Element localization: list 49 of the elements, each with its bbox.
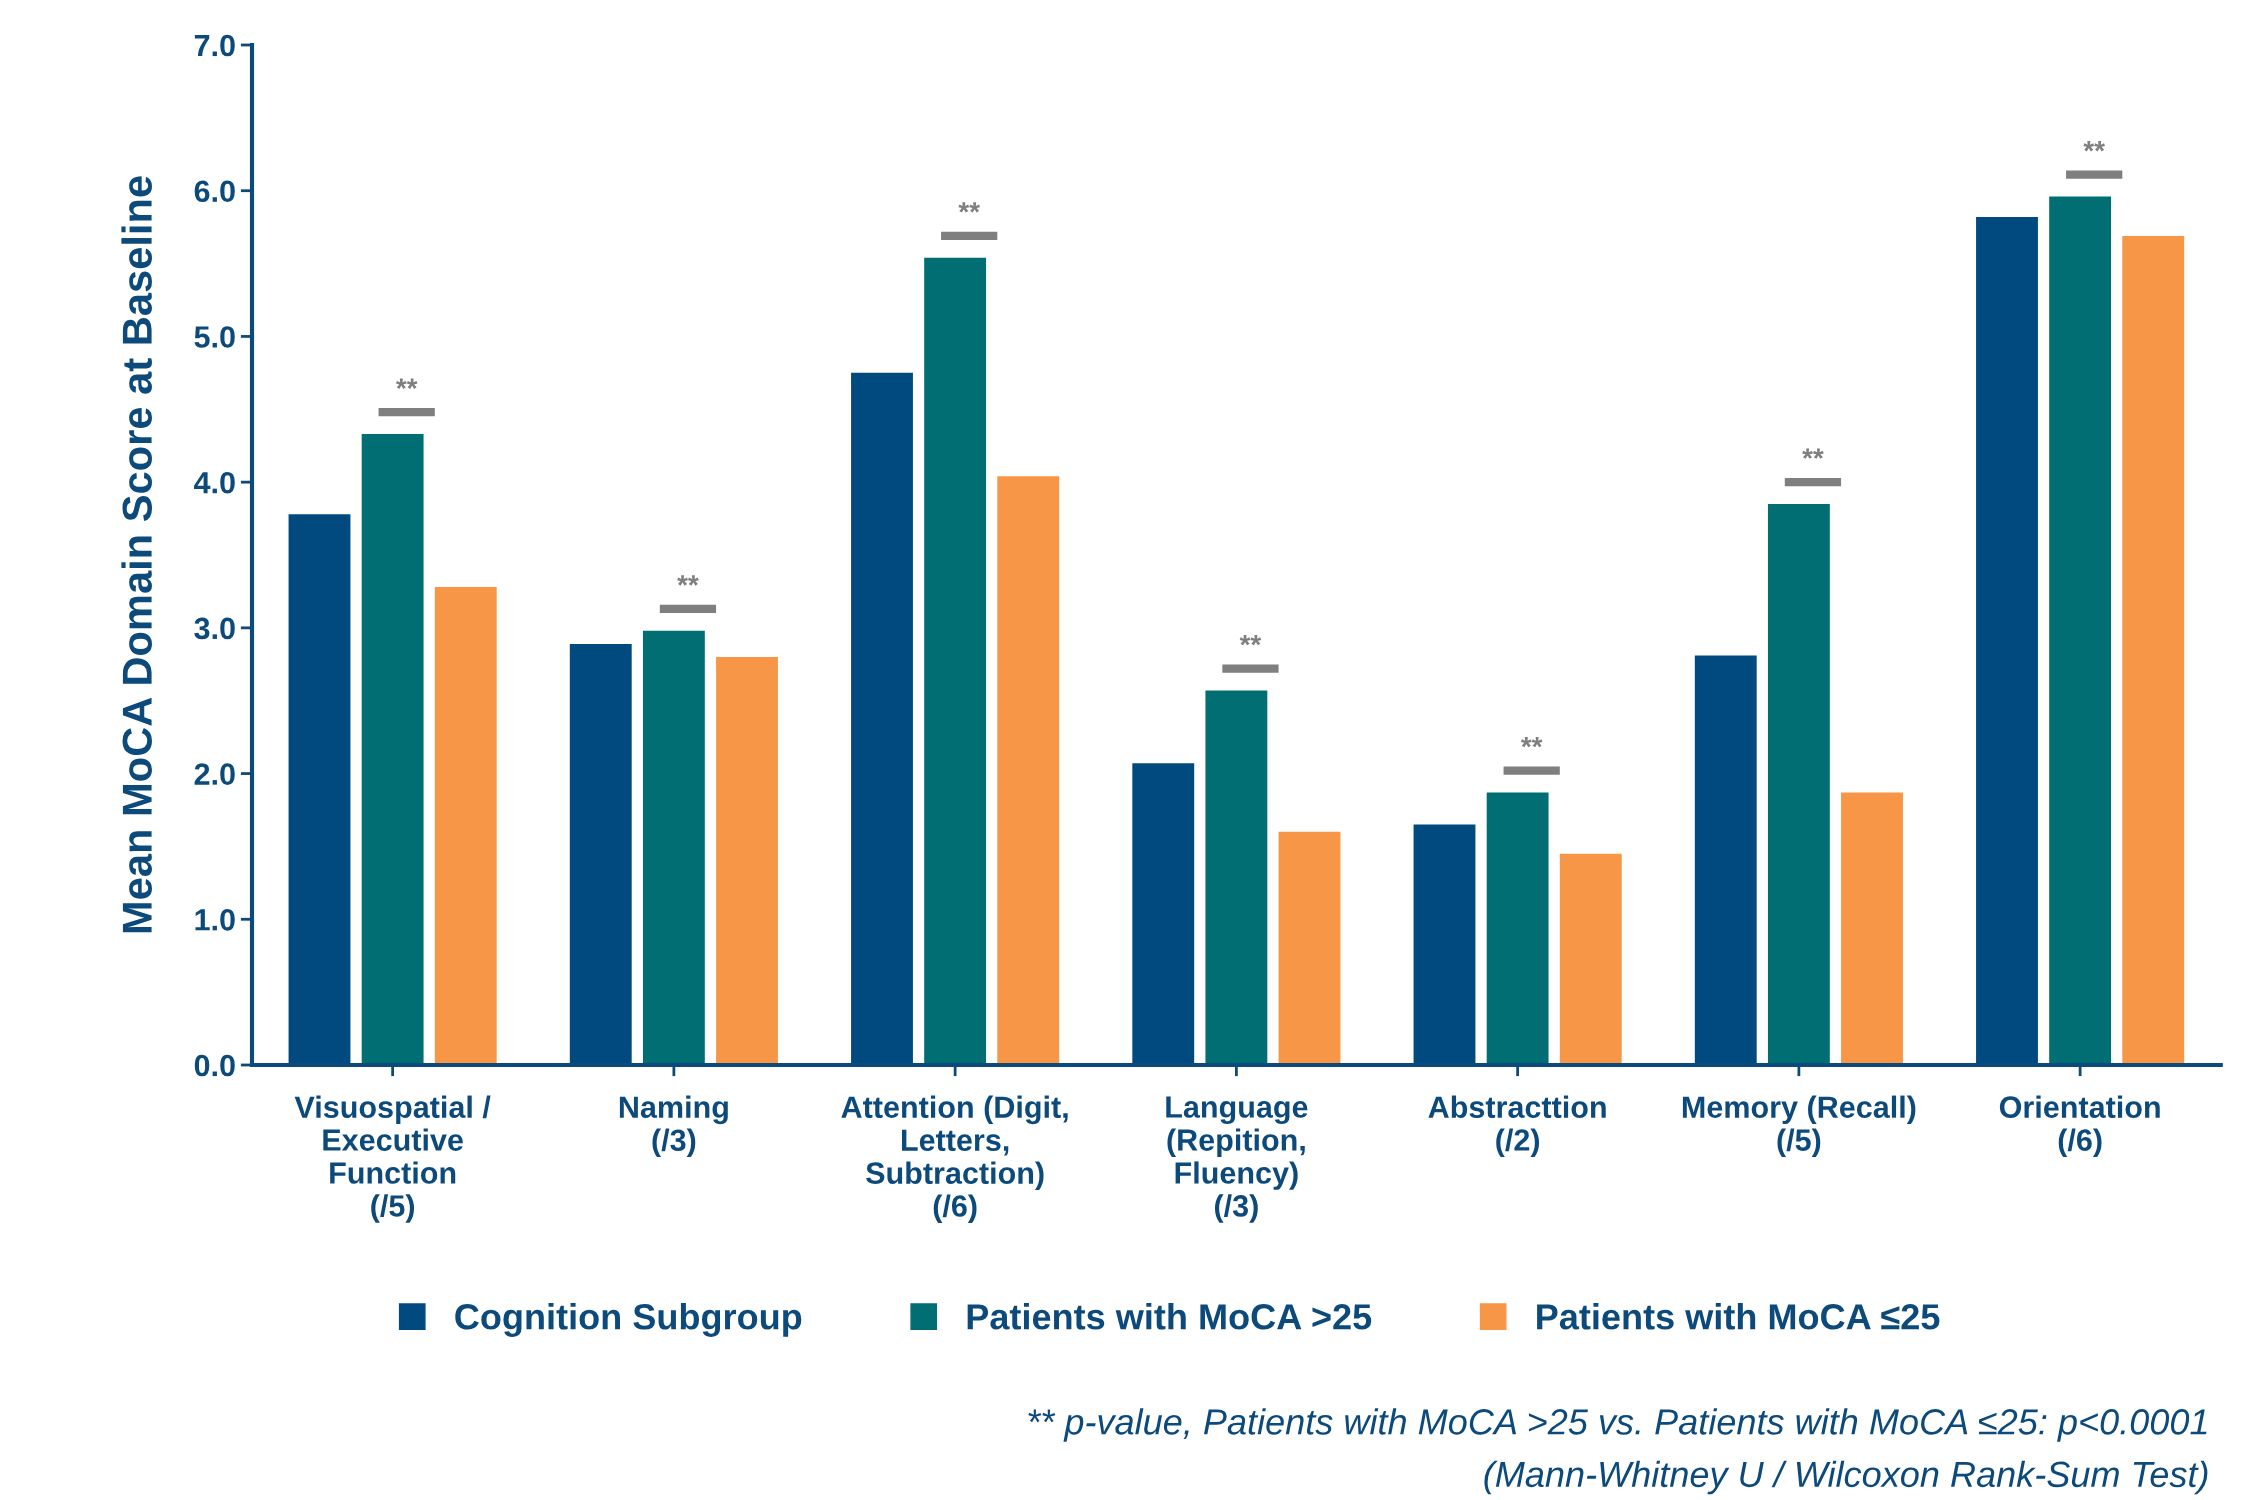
legend-label: Patients with MoCA >25 — [967, 1303, 1372, 1330]
bar — [642, 630, 705, 1065]
bar — [851, 372, 913, 1065]
bar — [924, 257, 987, 1065]
y-tick-label: 3.0 — [194, 617, 235, 640]
y-tick-label: 0.0 — [194, 1054, 235, 1077]
text: (Mann-Whitney U / Wilcoxon Rank-Sum Test) — [1484, 1460, 2208, 1495]
x-tick-label: Abstracttion (/2) — [1428, 1095, 1606, 1157]
bar — [1694, 655, 1757, 1065]
legend-label: Patients with MoCA ≤25 — [1537, 1303, 1940, 1330]
bar — [361, 434, 424, 1065]
x-tick-label: Orientation (/6) — [1999, 1095, 2160, 1157]
annotation: ** — [395, 378, 418, 389]
y-tick-label: 4.0 — [194, 471, 235, 494]
legend-label: Cognition Subgroup — [455, 1303, 802, 1337]
annotation: ** — [677, 575, 699, 586]
x-tick-label: Attention (Digit, Letters, Subtraction) (/6) — [841, 1095, 1068, 1223]
bar — [569, 643, 632, 1065]
bar — [1486, 792, 1549, 1065]
x-tick-label: Visuospatial / Executive Function (/5) — [294, 1095, 491, 1223]
bar — [288, 514, 351, 1065]
bar — [434, 587, 497, 1065]
bar — [1976, 216, 2038, 1065]
x-tick-label: Memory (Recall) (/5) — [1682, 1095, 1916, 1157]
bar — [1278, 831, 1341, 1065]
bar — [2049, 196, 2112, 1065]
annotation: ** — [1520, 737, 1543, 748]
bar — [1205, 690, 1268, 1065]
bar — [1767, 504, 1830, 1065]
y-tick-label: 7.0 — [194, 34, 235, 57]
bar — [1132, 763, 1195, 1065]
annotation: ** — [958, 202, 980, 213]
y-tick-label: 1.0 — [195, 909, 235, 931]
bar — [1559, 853, 1622, 1065]
y-tick-label: 2.0 — [194, 763, 235, 785]
x-tick-label: Naming (/3) — [619, 1095, 728, 1158]
y-tick-label: 5.0 — [194, 326, 235, 348]
annotation: ** — [1239, 635, 1262, 646]
bar — [1841, 792, 1903, 1065]
y-tick-label: 6.0 — [194, 180, 235, 203]
x-tick-label: Language (Repition, Fluency) (/3) — [1166, 1096, 1308, 1223]
text: ** p-value, Patients with MoCA >25 vs. Patients with MoCA ≤25: p<0.0001 — [1028, 1408, 2207, 1442]
bar — [2122, 235, 2185, 1065]
annotation: ** — [2083, 141, 2105, 152]
bar — [997, 476, 1060, 1065]
y-axis-title: Mean MoCA Domain Score at Baseline — [121, 176, 152, 933]
bar — [716, 657, 778, 1065]
annotation: ** — [1802, 448, 1824, 459]
bar — [1413, 824, 1476, 1065]
